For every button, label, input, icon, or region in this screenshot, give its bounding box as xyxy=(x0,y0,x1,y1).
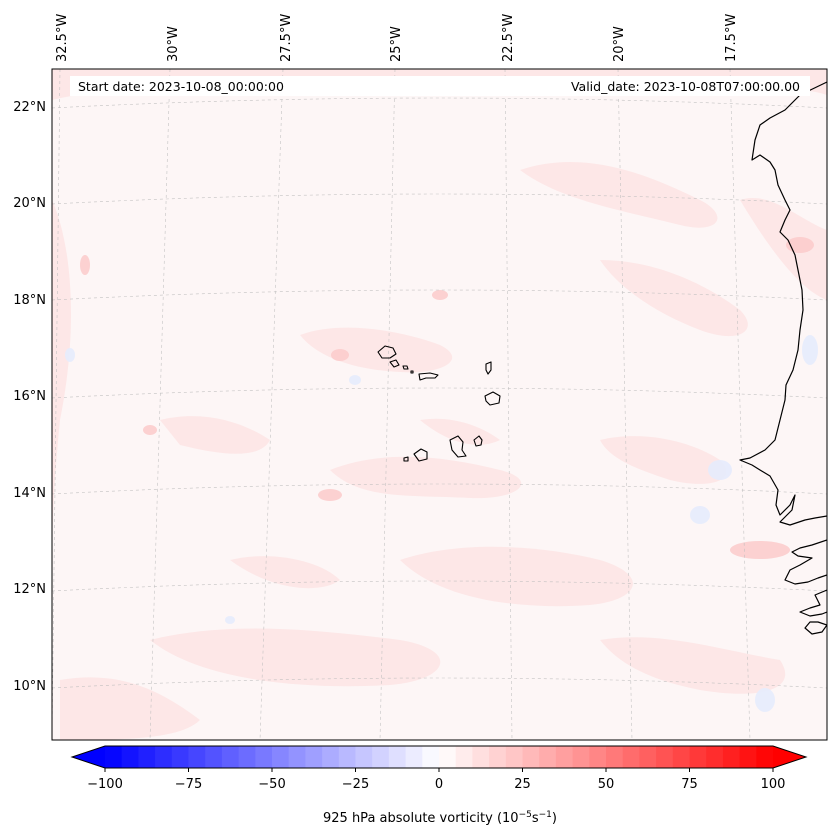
colorbar-segment xyxy=(656,746,674,768)
colorbar-tick-label: −50 xyxy=(258,777,285,792)
colorbar-ticks: −100 −75 −50 −25 0 25 50 75 100 xyxy=(87,768,785,792)
lat-label-12n: 12°N xyxy=(13,582,46,597)
colorbar-extend-min xyxy=(72,746,105,768)
colorbar-tick-label: 0 xyxy=(435,777,443,792)
lon-label-32-5w: 32.5°W xyxy=(55,14,70,62)
start-date-label: Start date: 2023-10-08_00:00:00 xyxy=(78,79,284,94)
lon-label-30w: 30°W xyxy=(166,26,181,62)
colorbar-tick-label: 25 xyxy=(514,777,531,792)
gridlines xyxy=(52,69,827,740)
colorbar-segment xyxy=(121,746,139,768)
lon-label-20w: 20°W xyxy=(612,26,627,62)
colorbar-tick-label: −25 xyxy=(342,777,369,792)
colorbar-segment xyxy=(739,746,757,768)
colorbar-tick-label: 75 xyxy=(681,777,698,792)
lon-label-25w: 25°W xyxy=(389,26,404,62)
longitude-labels: 32.5°W 30°W 27.5°W 25°W 22.5°W 20°W 17.5… xyxy=(55,14,739,62)
colorbar-segment xyxy=(722,746,741,768)
colorbar-segment xyxy=(388,746,407,768)
colorbar-segment xyxy=(689,746,707,768)
lon-label-22-5w: 22.5°W xyxy=(501,14,516,62)
lat-label-14n: 14°N xyxy=(13,486,46,501)
map-frame xyxy=(51,68,828,741)
lat-label-10n: 10°N xyxy=(13,679,46,694)
colorbar-segment xyxy=(272,746,290,768)
colorbar-segment xyxy=(622,746,640,768)
colorbar-tick-label: 50 xyxy=(598,777,615,792)
african-coastline xyxy=(739,81,827,526)
colorbar-segment xyxy=(322,746,340,768)
valid-date-label: Valid_date: 2023-10-08T07:00:00.00 xyxy=(571,79,800,94)
colorbar-segment xyxy=(672,746,691,768)
coastlines xyxy=(377,81,827,635)
colorbar-segment xyxy=(539,746,557,768)
vorticity-field xyxy=(52,69,827,740)
colorbar-extend-max xyxy=(773,746,806,768)
colorbar-segment xyxy=(405,746,423,768)
colorbar-segment xyxy=(522,746,540,768)
lat-label-18n: 18°N xyxy=(13,293,46,308)
lat-label-22n: 22°N xyxy=(13,100,46,115)
colorbar-segment xyxy=(138,746,156,768)
annotation-box xyxy=(70,76,810,96)
colorbar-segment xyxy=(756,746,774,768)
map-axes[interactable]: Start date: 2023-10-08_00:00:00 Valid_da… xyxy=(51,68,828,741)
colorbar-tick-label: −75 xyxy=(175,777,202,792)
cape-verde-islands xyxy=(377,345,501,462)
colorbar-segment xyxy=(188,746,206,768)
colorbar-segment xyxy=(572,746,590,768)
colorbar-segment xyxy=(439,746,457,768)
colorbar-segment xyxy=(105,746,123,768)
latitude-labels: 22°N 20°N 18°N 16°N 14°N 12°N 10°N xyxy=(13,100,46,694)
lat-label-20n: 20°N xyxy=(13,196,46,211)
colorbar-segment xyxy=(355,746,373,768)
colorbar-segment xyxy=(255,746,273,768)
lat-label-16n: 16°N xyxy=(13,389,46,404)
colorbar-segment xyxy=(338,746,357,768)
colorbar-segment xyxy=(205,746,223,768)
colorbar-segment xyxy=(472,746,490,768)
colorbar-segment xyxy=(639,746,657,768)
colorbar-segment xyxy=(589,746,607,768)
colorbar-segment xyxy=(155,746,173,768)
colorbar-segment xyxy=(422,746,440,768)
colorbar-segment xyxy=(171,746,190,768)
colorbar-segment xyxy=(606,746,624,768)
colorbar-segment xyxy=(489,746,507,768)
colorbar-segment xyxy=(221,746,240,768)
colorbar-tick-label: −100 xyxy=(87,777,123,792)
colorbar-segment xyxy=(372,746,390,768)
colorbar-segment xyxy=(455,746,473,768)
colorbar: −100 −75 −50 −25 0 25 50 75 100 925 hPa absolute… xyxy=(70,745,808,826)
colorbar-segments xyxy=(105,746,774,768)
map-background xyxy=(52,69,827,740)
colorbar-segment xyxy=(706,746,724,768)
colorbar-segment xyxy=(288,746,306,768)
colorbar-segment xyxy=(305,746,323,768)
colorbar-segment xyxy=(555,746,574,768)
lon-label-27-5w: 27.5°W xyxy=(279,14,294,62)
colorbar-label: 925 hPa absolute vorticity (10−5s−1) xyxy=(323,810,557,826)
colorbar-segment xyxy=(238,746,256,768)
colorbar-tick-label: 100 xyxy=(761,777,786,792)
lon-label-17-5w: 17.5°W xyxy=(724,14,739,62)
colorbar-segment xyxy=(505,746,524,768)
